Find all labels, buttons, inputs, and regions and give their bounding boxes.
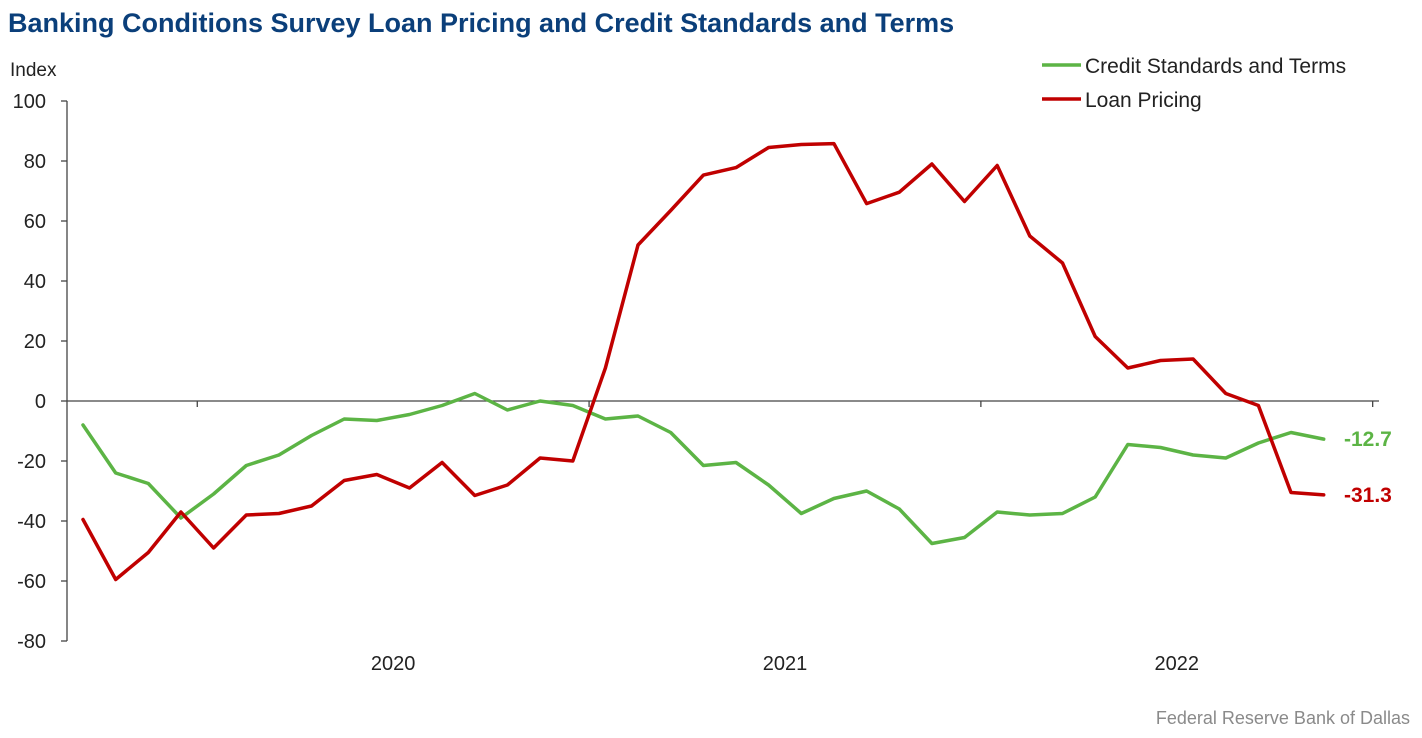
y-tick-label: -20 bbox=[17, 451, 46, 473]
legend: Credit Standards and Terms Loan Pricing bbox=[1042, 55, 1346, 112]
y-axis: 100 80 60 40 20 0 -20 -40 -60 -80 bbox=[13, 91, 67, 653]
x-tick-label: 2022 bbox=[1155, 653, 1200, 675]
series-lines bbox=[81, 141, 1326, 582]
legend-label-loan: Loan Pricing bbox=[1085, 89, 1202, 112]
series-line-credit-standards bbox=[81, 391, 1326, 546]
x-tick-label: 2021 bbox=[763, 653, 808, 675]
chart-title: Banking Conditions Survey Loan Pricing a… bbox=[8, 8, 954, 38]
x-axis: 20202021202220232024 bbox=[196, 401, 1374, 675]
y-tick-label: -40 bbox=[17, 511, 46, 533]
legend-label-credit: Credit Standards and Terms bbox=[1085, 55, 1346, 78]
end-label-loan-pricing: -31.3 bbox=[1344, 484, 1392, 507]
source-note: Federal Reserve Bank of Dallas bbox=[1156, 708, 1410, 728]
y-tick-label: -60 bbox=[17, 571, 46, 593]
y-tick-label: 20 bbox=[24, 331, 46, 353]
y-tick-label: 60 bbox=[24, 211, 46, 233]
series-line-loan-pricing bbox=[81, 141, 1326, 582]
end-labels: -12.7 -31.3 bbox=[1344, 428, 1392, 507]
x-tick-label: 2020 bbox=[371, 653, 416, 675]
y-tick-label: 0 bbox=[35, 391, 46, 413]
y-tick-label: -80 bbox=[17, 631, 46, 653]
end-label-credit-standards: -12.7 bbox=[1344, 428, 1392, 451]
y-tick-label: 40 bbox=[24, 271, 46, 293]
y-axis-label: Index bbox=[10, 60, 57, 81]
y-tick-label: 80 bbox=[24, 151, 46, 173]
y-tick-label: 100 bbox=[13, 91, 46, 113]
